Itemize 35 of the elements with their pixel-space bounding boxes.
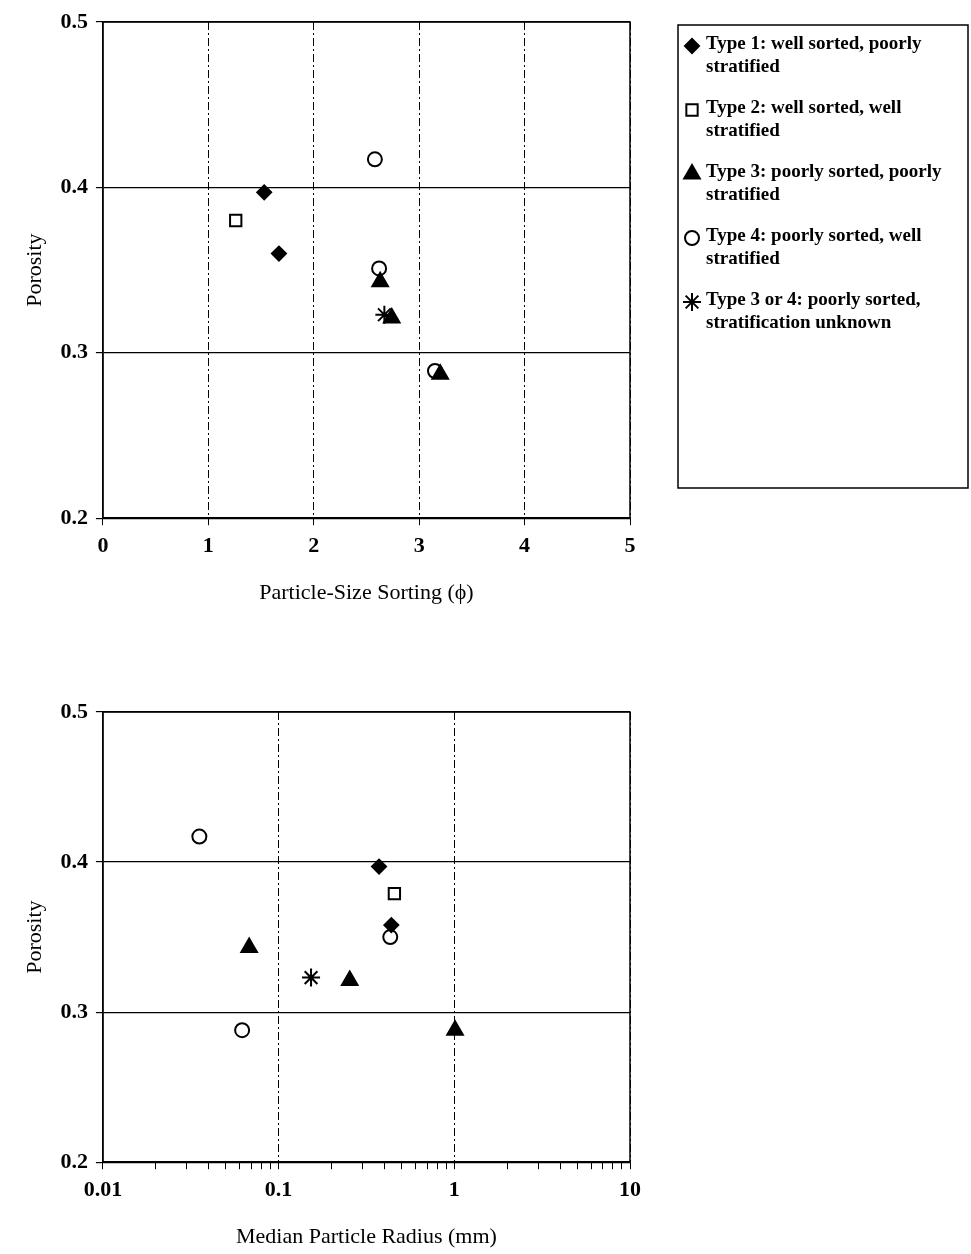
legend-label: Type 3: poorly sorted, poorly stratified: [706, 160, 943, 205]
x-tick-label: 2: [308, 532, 320, 558]
legend-label: Type 2: well sorted, well stratified: [706, 96, 902, 141]
x-tick-label: 0: [97, 532, 109, 558]
x-tick-label: 1: [202, 532, 214, 558]
legend-label: Type 3 or 4: poorly sorted, stratification unknown: [706, 288, 921, 333]
point: [256, 184, 273, 201]
x-axis-title: Particle-Size Sorting (ϕ): [259, 578, 474, 604]
point: [366, 151, 383, 168]
point: [371, 271, 389, 288]
y-tick-label: 0.5: [60, 7, 88, 33]
point: [229, 213, 243, 228]
y-tick-label: 0.3: [60, 997, 88, 1023]
y-tick-label: 0.4: [60, 847, 88, 873]
point: [431, 364, 450, 380]
x-tick-label: 4: [519, 532, 531, 558]
y-tick-label: 0.4: [60, 173, 88, 199]
y-tick-label: 0.2: [60, 1147, 88, 1173]
x-axis-title: Median Particle Radius (mm): [236, 1222, 497, 1248]
point: [270, 245, 287, 262]
x-tick-label: 0.1: [264, 1176, 293, 1202]
x-tick-label: 10: [619, 1176, 641, 1202]
legend-label: Type 1: well sorted, poorly stratified: [706, 32, 922, 77]
x-tick-label: 3: [413, 532, 425, 558]
point: [371, 260, 388, 277]
x-tick-label: 1: [448, 1176, 460, 1202]
x-tick-label: 0.01: [83, 1176, 123, 1202]
y-tick-label: 0.5: [60, 697, 88, 723]
y-axis-title: Porosity: [20, 233, 46, 307]
y-tick-label: 0.2: [60, 503, 88, 529]
x-tick-label: 5: [624, 532, 636, 558]
legend-label: Type 4: poorly sorted, well stratified: [706, 224, 922, 269]
y-axis-title: Porosity: [20, 900, 46, 974]
point: [382, 308, 401, 324]
y-tick-label: 0.3: [60, 338, 88, 364]
